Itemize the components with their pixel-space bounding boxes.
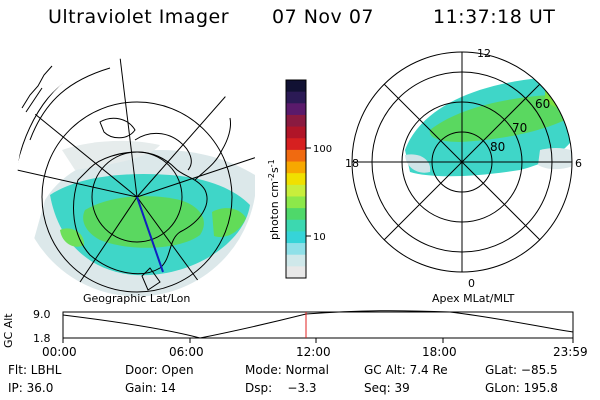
colorbar-label: photon cm-2s-1 xyxy=(267,159,281,240)
geo-emission-map xyxy=(17,57,257,297)
colorbar-swatch xyxy=(286,196,306,209)
glon-info: GLon: 195.8 xyxy=(485,381,558,395)
time-tick-2359: 23:59 xyxy=(553,345,588,359)
colorbar-swatch xyxy=(286,80,306,93)
colorbar-swatch xyxy=(286,126,306,139)
glat-info: GLat: −85.5 xyxy=(485,363,558,377)
colorbar-swatch xyxy=(286,103,306,116)
colorbar-swatch xyxy=(286,173,306,186)
filter-info: Flt: LBHL xyxy=(8,363,62,377)
altitude-axis-label: GC Alt xyxy=(2,313,15,348)
dsp-info: Dsp: −3.3 xyxy=(245,381,317,395)
colorbar-swatch xyxy=(286,149,306,163)
app-title: Ultraviolet Imager xyxy=(48,6,230,28)
seq-info: Seq: 39 xyxy=(364,381,410,395)
time-display: 11:37:18 UT xyxy=(433,6,556,28)
colorbar-swatch xyxy=(286,114,306,128)
altitude-tick-top: 9.0 xyxy=(33,308,51,321)
colorbar-swatch xyxy=(286,266,306,279)
altitude-tick-bottom: 1.8 xyxy=(33,332,51,345)
colorbar xyxy=(285,79,307,279)
colorbar-swatch xyxy=(286,219,306,232)
time-tick-0600: 06:00 xyxy=(169,345,204,359)
apex-panel-label: Apex MLat/MLT xyxy=(432,292,515,305)
geographic-panel-label: Geographic Lat/Lon xyxy=(83,292,191,305)
door-info: Door: Open xyxy=(125,363,194,377)
ip-info: IP: 36.0 xyxy=(8,381,54,395)
colorbar-tick-100: 100 xyxy=(313,144,332,155)
time-tick-0000: 00:00 xyxy=(42,345,77,359)
mlt-label-18: 18 xyxy=(345,157,359,170)
mode-info: Mode: Normal xyxy=(245,363,329,377)
mlt-label-0: 0 xyxy=(468,277,475,290)
geographic-map-panel xyxy=(16,56,258,298)
mlat-label-70: 70 xyxy=(512,121,527,135)
mlt-label-6: 6 xyxy=(575,157,582,170)
colorbar-swatch xyxy=(286,184,306,197)
apex-mlat-mlt-panel: 12 0 18 6 60 70 80 xyxy=(345,47,582,290)
colorbar-swatch xyxy=(286,138,306,151)
gain-info: Gain: 14 xyxy=(125,381,176,395)
mlat-label-80: 80 xyxy=(490,140,505,154)
colorbar-swatch xyxy=(286,91,306,104)
colorbar-swatch xyxy=(286,161,306,174)
time-tick-1800: 18:00 xyxy=(422,345,457,359)
gc-alt-info: GC Alt: 7.4 Re xyxy=(364,363,448,377)
colorbar-swatch xyxy=(286,231,306,244)
date-display: 07 Nov 07 xyxy=(272,6,375,28)
mlt-label-12: 12 xyxy=(477,47,491,60)
mlat-label-60: 60 xyxy=(535,97,550,111)
colorbar-swatch xyxy=(286,208,306,221)
colorbar-swatch xyxy=(286,254,306,267)
time-tick-1200: 12:00 xyxy=(296,345,331,359)
colorbar-tick-10: 10 xyxy=(313,232,326,243)
colorbar-frame xyxy=(285,79,307,279)
altitude-strip: GC Alt 9.0 1.8 00:00 06:00 12:00 18:00 2… xyxy=(2,308,588,359)
colorbar-swatch xyxy=(286,243,306,256)
